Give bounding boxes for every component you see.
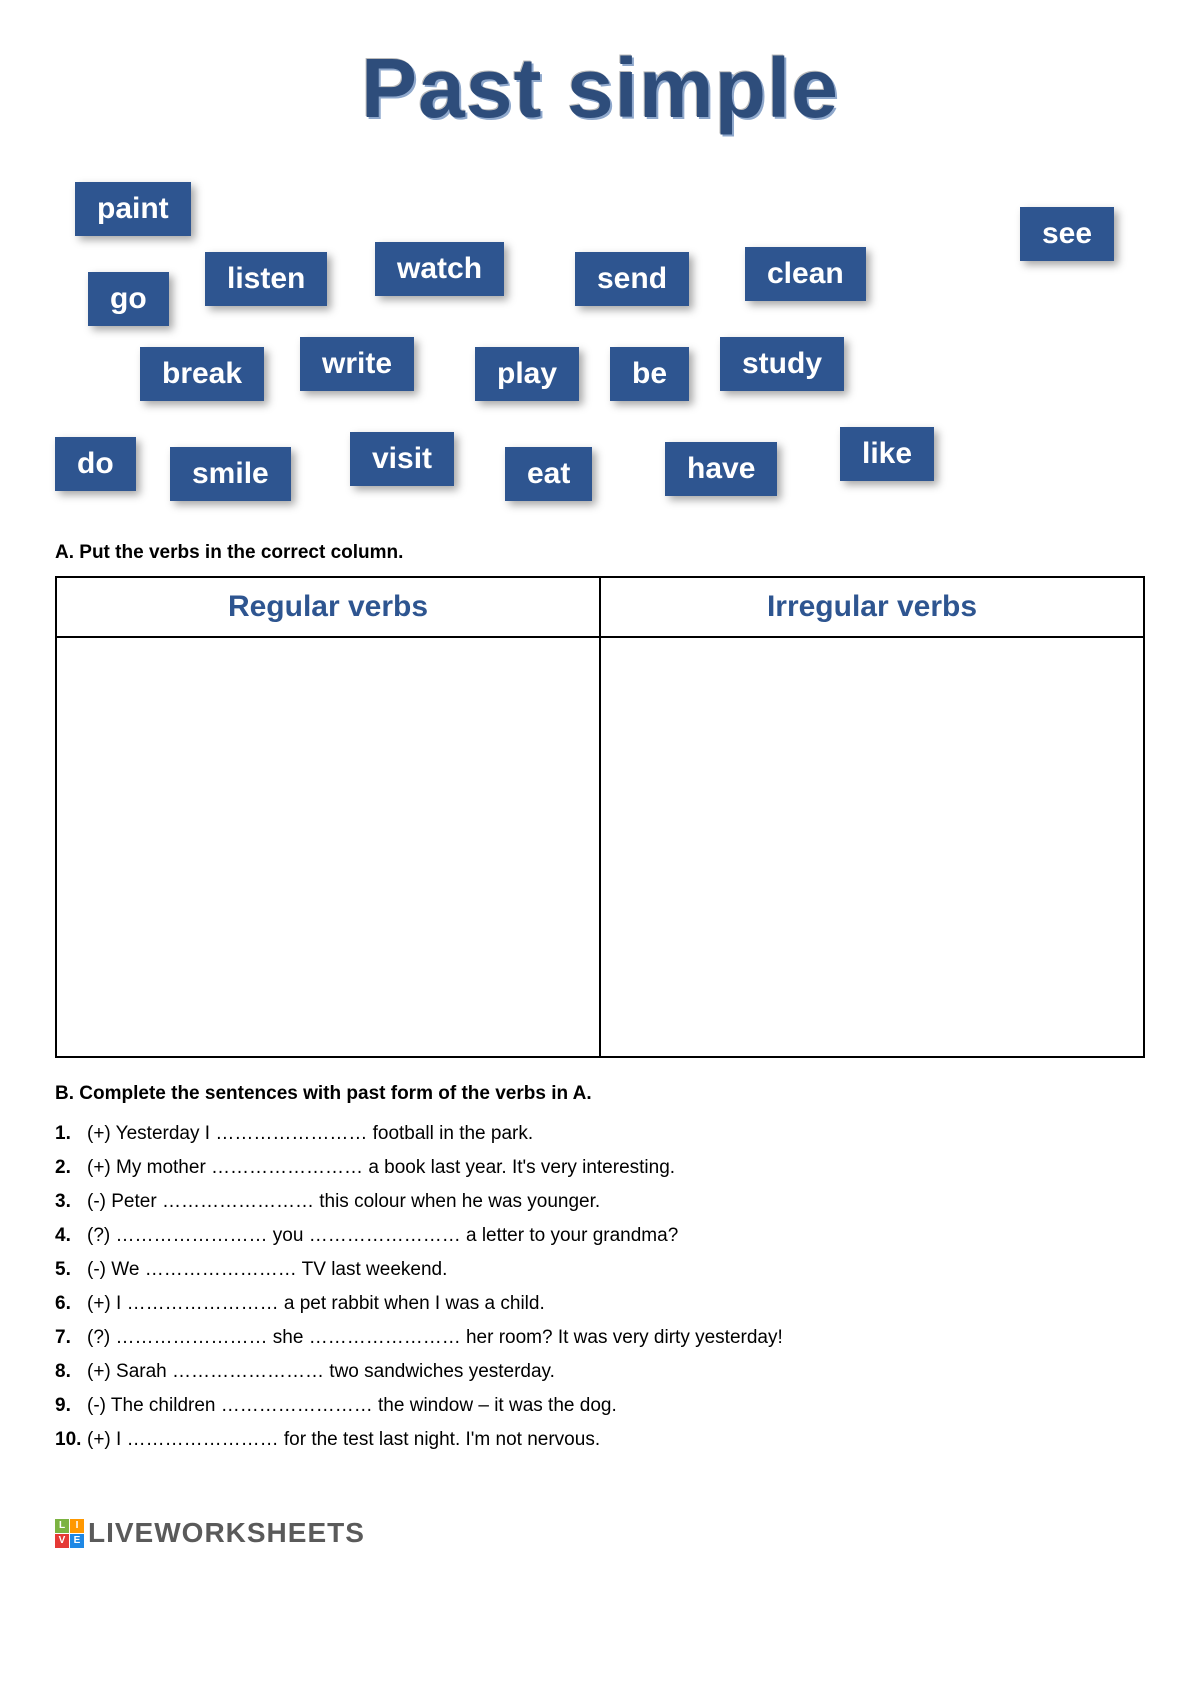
footer: LIVE LIVEWORKSHEETS bbox=[55, 1517, 1145, 1549]
irregular-verbs-dropzone[interactable] bbox=[600, 637, 1144, 1057]
sentence-number: 10. bbox=[55, 1429, 87, 1451]
logo-cell: I bbox=[70, 1519, 84, 1533]
sentence-number: 3. bbox=[55, 1191, 87, 1213]
word-cloud: paint see listen watch send clean go break write… bbox=[55, 147, 1145, 517]
regular-verbs-dropzone[interactable] bbox=[56, 637, 600, 1057]
sentence-text[interactable]: (-) The children …………………… the window – i… bbox=[87, 1395, 617, 1417]
word-box-watch[interactable]: watch bbox=[375, 242, 504, 296]
sentence-item: 4.(?) …………………… you …………………… a letter to … bbox=[55, 1219, 1145, 1253]
sentence-item: 1.(+) Yesterday I …………………… football in t… bbox=[55, 1117, 1145, 1151]
word-box-visit[interactable]: visit bbox=[350, 432, 454, 486]
sentence-item: 8.(+) Sarah …………………… two sandwiches yest… bbox=[55, 1355, 1145, 1389]
sentence-item: 7.(?) …………………… she …………………… her room? It… bbox=[55, 1321, 1145, 1355]
footer-brand: LIVEWORKSHEETS bbox=[88, 1517, 365, 1549]
sentence-text[interactable]: (+) Yesterday I …………………… football in the… bbox=[87, 1123, 533, 1145]
sentence-text[interactable]: (?) …………………… you …………………… a letter to yo… bbox=[87, 1225, 678, 1247]
word-box-see[interactable]: see bbox=[1020, 207, 1114, 261]
sentence-item: 6.(+) I …………………… a pet rabbit when I was… bbox=[55, 1287, 1145, 1321]
word-box-have[interactable]: have bbox=[665, 442, 777, 496]
word-box-listen[interactable]: listen bbox=[205, 252, 327, 306]
word-box-study[interactable]: study bbox=[720, 337, 844, 391]
sentence-number: 1. bbox=[55, 1123, 87, 1145]
word-box-go[interactable]: go bbox=[88, 272, 169, 326]
word-box-clean[interactable]: clean bbox=[745, 247, 866, 301]
word-box-do[interactable]: do bbox=[55, 437, 136, 491]
sentence-text[interactable]: (+) I …………………… for the test last night. … bbox=[87, 1429, 600, 1451]
instruction-a: A. Put the verbs in the correct column. bbox=[55, 542, 1145, 564]
word-box-paint[interactable]: paint bbox=[75, 182, 191, 236]
sentence-text[interactable]: (?) …………………… she …………………… her room? It w… bbox=[87, 1327, 783, 1349]
sentence-text[interactable]: (+) Sarah …………………… two sandwiches yester… bbox=[87, 1361, 555, 1383]
word-box-break[interactable]: break bbox=[140, 347, 264, 401]
sentence-text[interactable]: (-) Peter …………………… this colour when he w… bbox=[87, 1191, 600, 1213]
column-header-irregular: Irregular verbs bbox=[600, 577, 1144, 637]
word-box-be[interactable]: be bbox=[610, 347, 689, 401]
sentence-number: 6. bbox=[55, 1293, 87, 1315]
sentence-number: 9. bbox=[55, 1395, 87, 1417]
sentence-number: 4. bbox=[55, 1225, 87, 1247]
sentence-text[interactable]: (-) We …………………… TV last weekend. bbox=[87, 1259, 447, 1281]
sentence-item: 2.(+) My mother …………………… a book last yea… bbox=[55, 1151, 1145, 1185]
footer-logo-icon: LIVE bbox=[55, 1519, 84, 1548]
logo-cell: V bbox=[55, 1534, 69, 1548]
sentence-text[interactable]: (+) My mother …………………… a book last year.… bbox=[87, 1157, 675, 1179]
word-box-eat[interactable]: eat bbox=[505, 447, 592, 501]
word-box-write[interactable]: write bbox=[300, 337, 414, 391]
sentence-list: 1.(+) Yesterday I …………………… football in t… bbox=[55, 1117, 1145, 1457]
sentence-item: 9.(-) The children …………………… the window –… bbox=[55, 1389, 1145, 1423]
sentence-text[interactable]: (+) I …………………… a pet rabbit when I was a… bbox=[87, 1293, 545, 1315]
verb-table: Regular verbs Irregular verbs bbox=[55, 576, 1145, 1058]
word-box-smile[interactable]: smile bbox=[170, 447, 291, 501]
sentence-number: 8. bbox=[55, 1361, 87, 1383]
page-title: Past simple bbox=[55, 40, 1145, 137]
sentence-number: 7. bbox=[55, 1327, 87, 1349]
instruction-b: B. Complete the sentences with past form… bbox=[55, 1083, 1145, 1105]
logo-cell: E bbox=[70, 1534, 84, 1548]
column-header-regular: Regular verbs bbox=[56, 577, 600, 637]
sentence-number: 5. bbox=[55, 1259, 87, 1281]
sentence-item: 5.(-) We …………………… TV last weekend. bbox=[55, 1253, 1145, 1287]
sentence-item: 10.(+) I …………………… for the test last nigh… bbox=[55, 1423, 1145, 1457]
word-box-play[interactable]: play bbox=[475, 347, 579, 401]
sentence-item: 3.(-) Peter …………………… this colour when he… bbox=[55, 1185, 1145, 1219]
word-box-like[interactable]: like bbox=[840, 427, 934, 481]
word-box-send[interactable]: send bbox=[575, 252, 689, 306]
sentence-number: 2. bbox=[55, 1157, 87, 1179]
logo-cell: L bbox=[55, 1519, 69, 1533]
